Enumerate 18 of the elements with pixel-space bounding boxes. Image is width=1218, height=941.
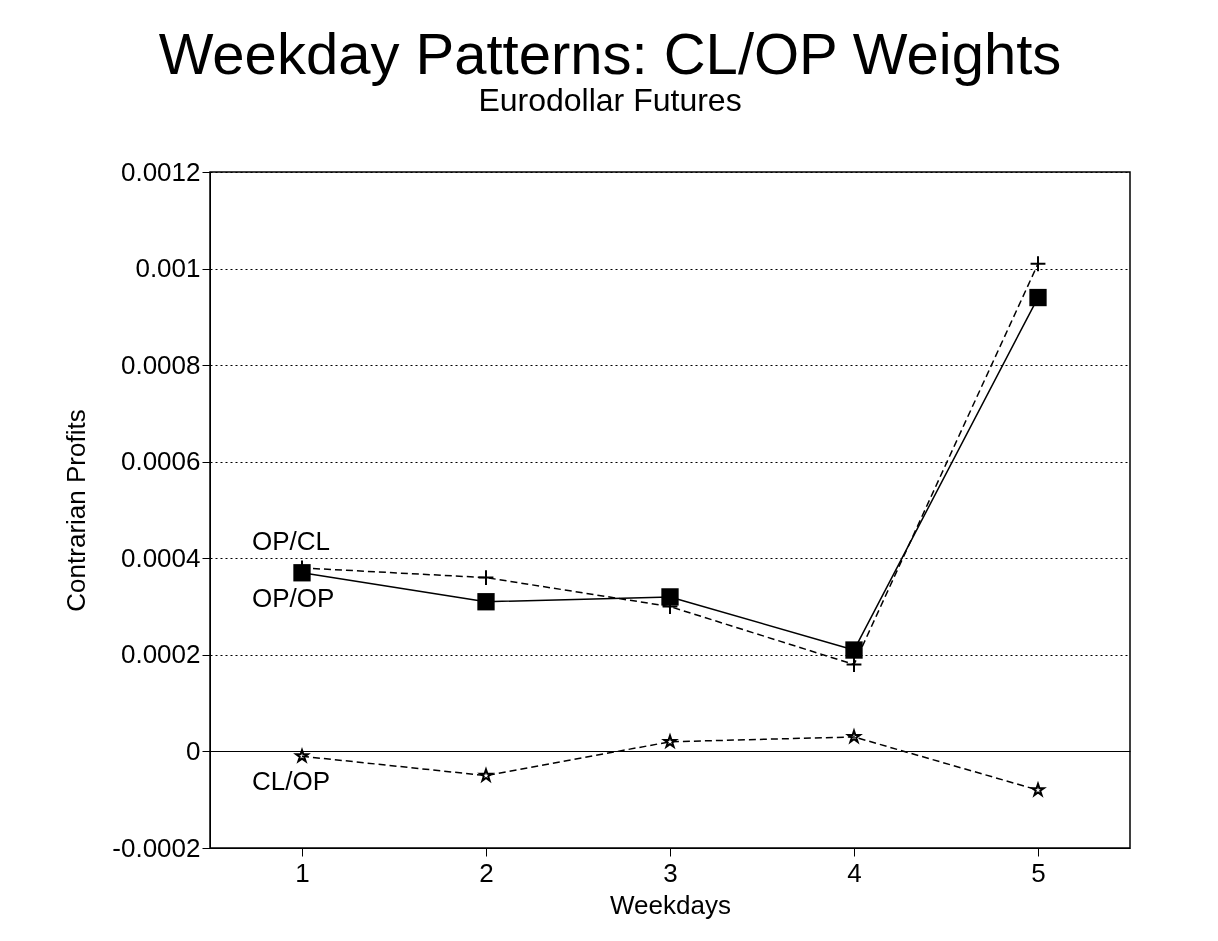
series-label: CL/OP <box>252 766 331 797</box>
x-tick-label: 3 <box>663 857 678 888</box>
y-tick-label: 0.001 <box>135 253 201 284</box>
y-tick-label: 0.0004 <box>120 542 201 573</box>
y-tick-label: 0.0002 <box>120 639 201 670</box>
y-axis-title: Contrarian Profits <box>61 409 92 612</box>
series-label: OP/CL <box>252 525 331 556</box>
y-tick-label: 0.0008 <box>120 349 201 380</box>
x-tick-label: 5 <box>1031 857 1046 888</box>
x-tick-label: 2 <box>479 857 494 888</box>
y-tick-label: -0.0002 <box>112 832 201 863</box>
y-tick-label: 0.0006 <box>120 446 201 477</box>
series-label: OP/OP <box>252 582 335 613</box>
y-tick-label: 0.0012 <box>120 156 201 187</box>
x-axis-title: Weekdays <box>610 889 731 920</box>
x-tick-label: 1 <box>295 857 310 888</box>
x-tick-label: 4 <box>847 857 862 888</box>
y-tick-label: 0 <box>186 735 201 766</box>
